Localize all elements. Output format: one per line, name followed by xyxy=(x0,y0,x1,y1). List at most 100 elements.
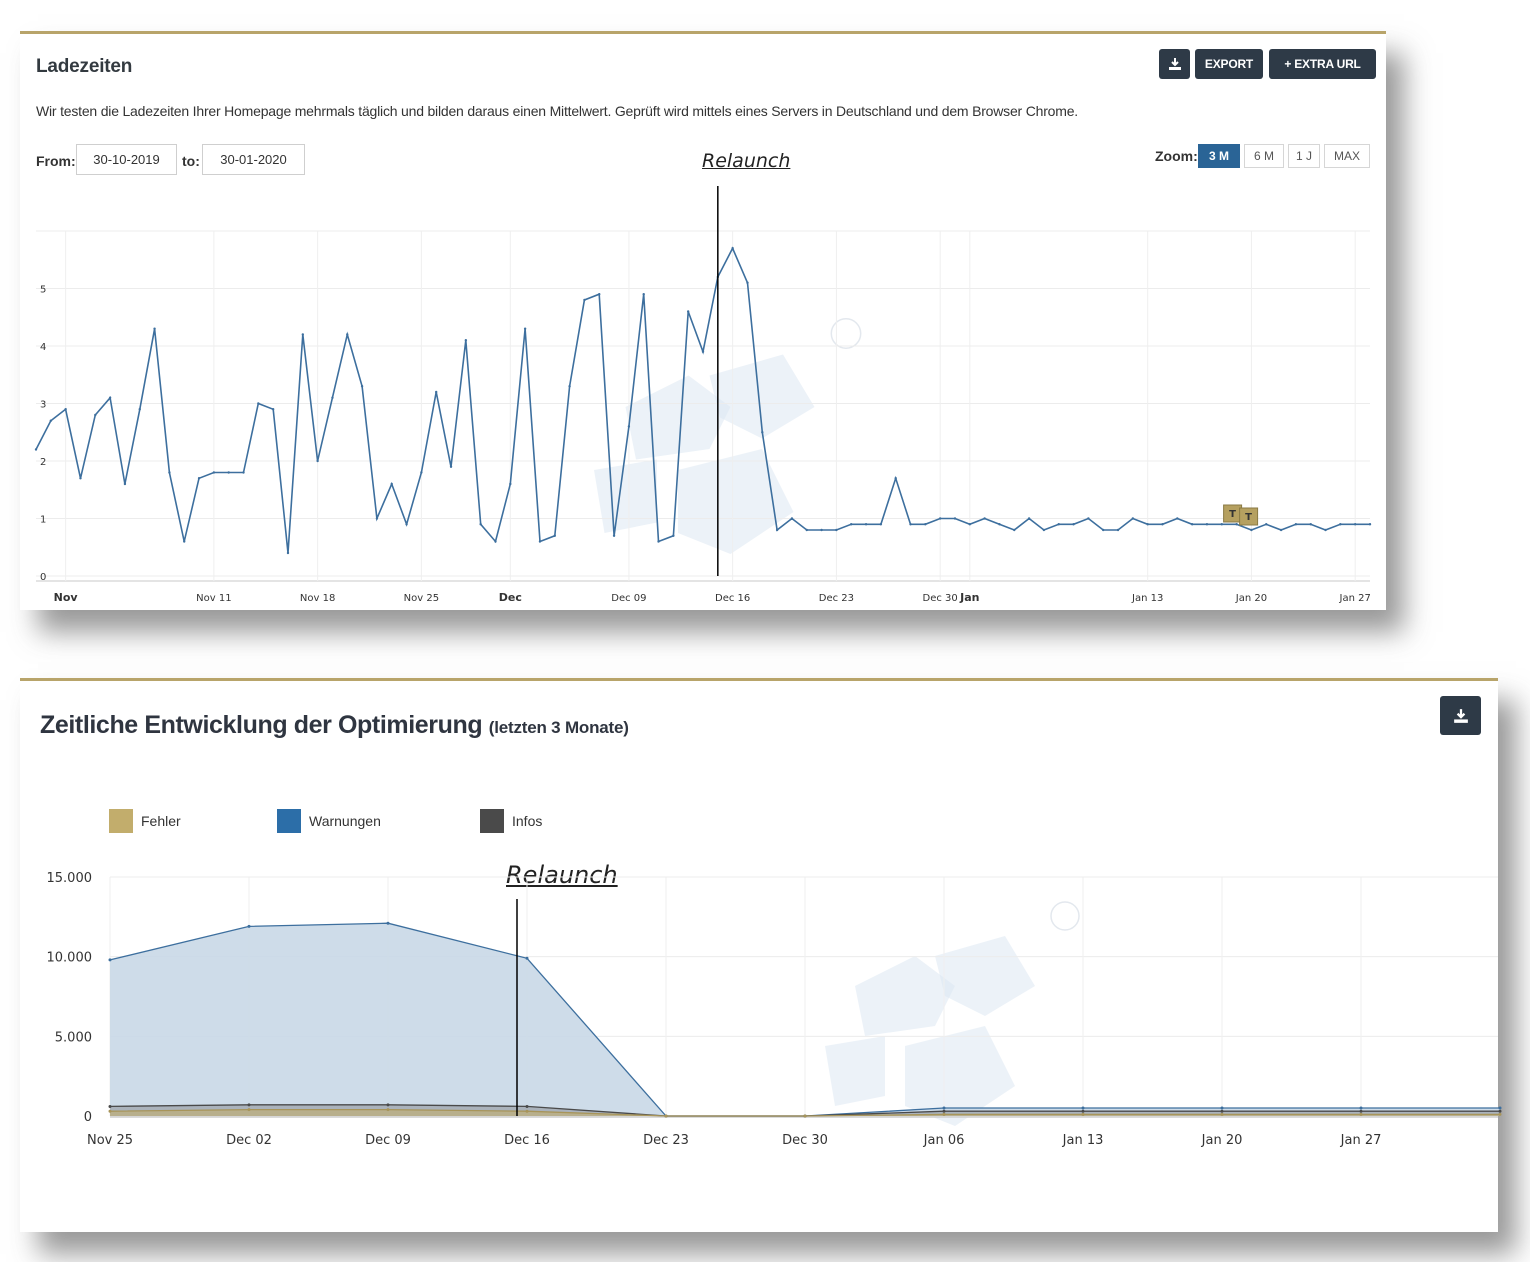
data-point[interactable] xyxy=(1176,517,1179,520)
data-point[interactable] xyxy=(197,477,201,480)
download-button-2[interactable] xyxy=(1440,696,1481,735)
data-point[interactable] xyxy=(938,517,942,520)
data-point[interactable] xyxy=(49,419,53,422)
data-point[interactable] xyxy=(1205,523,1209,526)
data-point[interactable] xyxy=(805,528,808,532)
point-infos[interactable] xyxy=(1498,1109,1502,1113)
data-point[interactable] xyxy=(1102,528,1105,532)
legend-item-fehler[interactable]: Fehler xyxy=(109,809,181,833)
data-point[interactable] xyxy=(183,540,186,543)
data-point[interactable] xyxy=(1146,523,1149,526)
point-infos[interactable] xyxy=(942,1109,946,1113)
data-point[interactable] xyxy=(479,523,482,526)
point-warnungen[interactable] xyxy=(108,958,112,962)
data-point[interactable] xyxy=(34,448,38,451)
data-point[interactable] xyxy=(242,471,245,474)
data-point[interactable] xyxy=(108,396,112,399)
data-point[interactable] xyxy=(138,408,141,411)
data-point[interactable] xyxy=(642,293,645,296)
data-point[interactable] xyxy=(212,471,216,474)
point-fehler[interactable] xyxy=(664,1114,668,1118)
point-fehler[interactable] xyxy=(108,1109,112,1113)
data-point[interactable] xyxy=(494,540,497,543)
point-warnungen[interactable] xyxy=(386,921,390,925)
flag-marker[interactable] xyxy=(1239,507,1259,526)
data-point[interactable] xyxy=(879,523,883,526)
point-warnungen[interactable] xyxy=(942,1106,946,1110)
point-warnungen[interactable] xyxy=(247,924,251,928)
data-point[interactable] xyxy=(1131,517,1135,520)
extra-url-button[interactable]: + EXTRA URL xyxy=(1269,49,1376,79)
from-date-input[interactable]: 30-10-2019 xyxy=(76,144,177,175)
data-point[interactable] xyxy=(420,471,423,474)
data-point[interactable] xyxy=(1072,523,1075,526)
zoom-6m-button[interactable]: 6 M xyxy=(1244,144,1284,168)
point-infos[interactable] xyxy=(1359,1109,1363,1113)
data-point[interactable] xyxy=(598,293,601,296)
data-point[interactable] xyxy=(79,477,82,480)
point-warnungen[interactable] xyxy=(1359,1106,1363,1110)
point-fehler[interactable] xyxy=(525,1109,529,1113)
data-point[interactable] xyxy=(1087,517,1090,520)
data-point[interactable] xyxy=(523,327,527,330)
data-point[interactable] xyxy=(257,402,260,405)
data-point[interactable] xyxy=(464,339,468,342)
data-point[interactable] xyxy=(835,528,838,532)
data-point[interactable] xyxy=(924,523,927,526)
zoom-max-button[interactable]: MAX xyxy=(1324,144,1370,168)
data-point[interactable] xyxy=(346,333,349,336)
data-point[interactable] xyxy=(168,471,171,474)
data-point[interactable] xyxy=(1027,517,1031,520)
to-date-input[interactable]: 30-01-2020 xyxy=(202,144,305,175)
point-fehler[interactable] xyxy=(1081,1112,1085,1116)
data-point[interactable] xyxy=(1161,523,1164,526)
point-infos[interactable] xyxy=(1220,1109,1224,1113)
data-point[interactable] xyxy=(968,523,971,526)
data-point[interactable] xyxy=(1220,523,1223,526)
data-point[interactable] xyxy=(227,471,230,474)
data-point[interactable] xyxy=(435,390,438,394)
data-point[interactable] xyxy=(731,247,734,250)
data-point[interactable] xyxy=(864,523,868,526)
point-infos[interactable] xyxy=(386,1103,390,1107)
data-point[interactable] xyxy=(672,534,675,537)
point-warnungen[interactable] xyxy=(525,956,529,960)
zoom-3m-button[interactable]: 3 M xyxy=(1198,144,1240,168)
data-point[interactable] xyxy=(701,350,705,353)
data-point[interactable] xyxy=(375,517,379,520)
data-point[interactable] xyxy=(1057,523,1060,526)
data-point[interactable] xyxy=(1294,523,1298,526)
download-button[interactable] xyxy=(1159,49,1190,79)
data-point[interactable] xyxy=(627,425,631,428)
data-point[interactable] xyxy=(775,528,779,532)
point-warnungen[interactable] xyxy=(1081,1106,1085,1110)
data-point[interactable] xyxy=(509,482,512,486)
data-point[interactable] xyxy=(612,534,616,537)
data-point[interactable] xyxy=(686,310,690,313)
data-point[interactable] xyxy=(390,482,393,486)
data-point[interactable] xyxy=(998,523,1001,526)
data-point[interactable] xyxy=(1250,528,1253,532)
point-fehler[interactable] xyxy=(1220,1112,1224,1116)
point-fehler[interactable] xyxy=(942,1112,946,1116)
data-point[interactable] xyxy=(983,517,986,520)
data-point[interactable] xyxy=(953,517,957,520)
point-infos[interactable] xyxy=(525,1104,529,1108)
export-button[interactable]: EXPORT xyxy=(1195,49,1263,79)
data-point[interactable] xyxy=(1309,523,1312,526)
data-point[interactable] xyxy=(301,333,304,336)
data-point[interactable] xyxy=(1368,523,1372,526)
data-point[interactable] xyxy=(1324,528,1327,532)
legend-item-infos[interactable]: Infos xyxy=(480,809,542,833)
data-point[interactable] xyxy=(1042,528,1046,532)
data-point[interactable] xyxy=(449,465,453,468)
data-point[interactable] xyxy=(405,523,408,526)
data-point[interactable] xyxy=(123,482,127,486)
point-fehler[interactable] xyxy=(386,1108,390,1112)
point-fehler[interactable] xyxy=(1359,1112,1363,1116)
point-fehler[interactable] xyxy=(247,1108,251,1112)
data-point[interactable] xyxy=(657,540,660,543)
point-warnungen[interactable] xyxy=(1498,1106,1502,1110)
data-point[interactable] xyxy=(761,431,764,434)
data-point[interactable] xyxy=(1116,528,1120,532)
